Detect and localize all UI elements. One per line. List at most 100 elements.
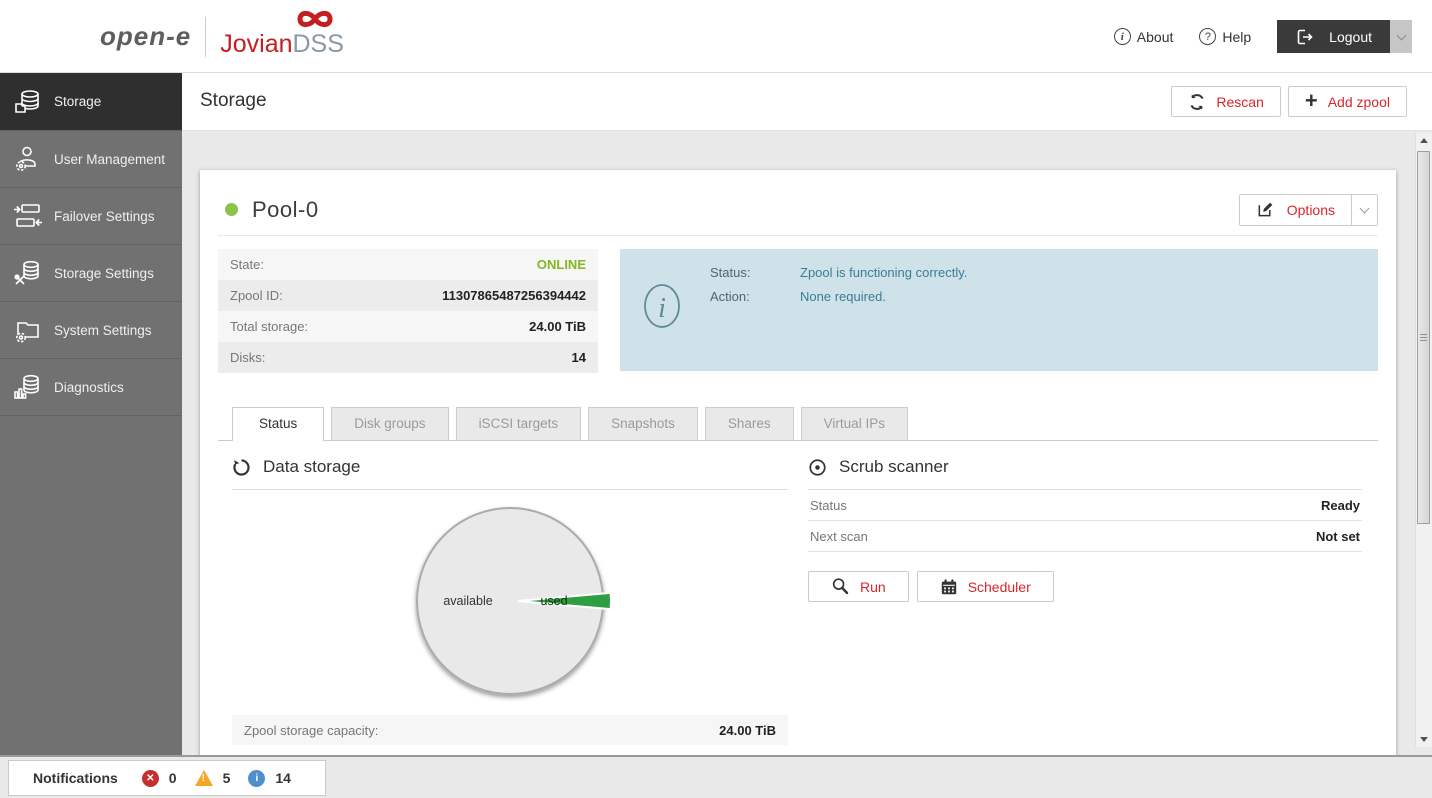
add-zpool-label: Add zpool <box>1328 94 1390 110</box>
scheduler-button[interactable]: Scheduler <box>917 571 1054 602</box>
app-header: open-e JovianDSS i About ? Help Logout <box>0 0 1432 73</box>
table-row: Total storage: 24.00 TiB <box>218 311 598 342</box>
info-badge-icon: i <box>248 770 265 787</box>
sidebar-item-storage[interactable]: Storage <box>0 73 182 131</box>
storage-icon <box>12 86 44 118</box>
options-label: Options <box>1287 202 1335 218</box>
notifications-bar: Notifications ✕ 0 ! 5 i 14 <box>0 755 1432 798</box>
help-label: Help <box>1222 29 1251 45</box>
tab-snapshots[interactable]: Snapshots <box>588 407 698 440</box>
scrollbar-thumb[interactable] <box>1417 151 1430 524</box>
logout-dropdown[interactable] <box>1390 20 1412 53</box>
tab-shares[interactable]: Shares <box>705 407 794 440</box>
arrow-up-icon <box>1420 138 1428 143</box>
warning-count: 5 <box>223 770 231 786</box>
infinity-icon <box>284 6 346 32</box>
options-dropdown[interactable] <box>1351 195 1377 225</box>
logo-divider <box>205 17 206 57</box>
sidebar-item-diagnostics[interactable]: Diagnostics <box>0 359 182 416</box>
logout-icon <box>1295 27 1315 47</box>
state-label: State: <box>230 257 264 272</box>
data-storage-heading: Data storage <box>263 457 360 477</box>
logout-label: Logout <box>1329 29 1372 45</box>
edit-icon <box>1256 200 1275 219</box>
about-button[interactable]: i About <box>1114 28 1174 45</box>
pool-tabs: Status Disk groups iSCSI targets Snapsho… <box>218 407 1378 441</box>
pool-info-table: State: ONLINE Zpool ID: 1130786548725639… <box>218 249 598 373</box>
info-circle-icon: i <box>642 283 682 329</box>
capacity-value: 24.00 TiB <box>719 723 776 738</box>
scrub-next-scan-row: Next scan Not set <box>808 521 1362 552</box>
open-e-logo: open-e <box>100 21 191 52</box>
titlebar: Storage Rescan + Add zpool <box>182 73 1432 131</box>
chevron-down-icon <box>1396 30 1406 40</box>
table-row: State: ONLINE <box>218 249 598 280</box>
info-count: 14 <box>275 770 291 786</box>
sidebar-item-label: Diagnostics <box>54 380 124 395</box>
pool-name: Pool-0 <box>252 197 319 223</box>
state-value: ONLINE <box>537 257 586 272</box>
capacity-row: Zpool storage capacity: 24.00 TiB <box>232 715 788 745</box>
next-scan-label: Next scan <box>810 529 868 544</box>
status-value: Zpool is functioning correctly. <box>800 265 967 280</box>
pool-options-button[interactable]: Options <box>1239 194 1378 226</box>
failover-settings-icon <box>12 200 44 232</box>
tab-status[interactable]: Status <box>232 407 324 441</box>
disks-value: 14 <box>572 350 586 365</box>
joviandss-logo: JovianDSS <box>220 14 344 59</box>
error-count: 0 <box>169 770 177 786</box>
sidebar-item-storage-settings[interactable]: Storage Settings <box>0 245 182 302</box>
vertical-scrollbar[interactable] <box>1415 133 1432 747</box>
run-label: Run <box>860 579 886 595</box>
sidebar: Storage User Management Failover Setting… <box>0 73 182 755</box>
tab-virtual-ips[interactable]: Virtual IPs <box>801 407 908 440</box>
notifications-label: Notifications <box>33 770 118 786</box>
tab-disk-groups[interactable]: Disk groups <box>331 407 448 440</box>
pie-label-used: used <box>540 594 567 608</box>
add-zpool-button[interactable]: + Add zpool <box>1288 86 1407 117</box>
zpool-id-label: Zpool ID: <box>230 288 283 303</box>
scrollbar-down-button[interactable] <box>1416 732 1432 747</box>
tab-iscsi-targets[interactable]: iSCSI targets <box>456 407 582 440</box>
total-storage-label: Total storage: <box>230 319 308 334</box>
notifications-panel[interactable]: Notifications ✕ 0 ! 5 i 14 <box>8 760 326 796</box>
user-management-icon <box>12 143 44 175</box>
scrollbar-up-button[interactable] <box>1416 133 1432 148</box>
total-storage-value: 24.00 TiB <box>529 319 586 334</box>
run-scrub-button[interactable]: Run <box>808 571 909 602</box>
sidebar-item-user-management[interactable]: User Management <box>0 131 182 188</box>
help-button[interactable]: ? Help <box>1199 28 1251 45</box>
chevron-down-icon <box>1360 203 1370 213</box>
rescan-button[interactable]: Rescan <box>1171 86 1280 117</box>
pool-status-dot <box>225 203 238 216</box>
logout-button[interactable]: Logout <box>1277 20 1412 53</box>
capacity-pie-chart: available used <box>232 490 788 713</box>
sidebar-item-label: Failover Settings <box>54 209 155 224</box>
scheduler-label: Scheduler <box>968 579 1031 595</box>
system-settings-icon <box>12 314 44 346</box>
arrow-down-icon <box>1420 737 1428 742</box>
page-title: Storage <box>200 90 267 112</box>
scrub-scanner-heading: Scrub scanner <box>839 457 949 477</box>
sidebar-item-label: User Management <box>54 152 165 167</box>
plus-icon: + <box>1305 90 1318 112</box>
sidebar-item-label: System Settings <box>54 323 152 338</box>
about-label: About <box>1137 29 1174 45</box>
warning-badge-icon: ! <box>195 770 213 786</box>
sidebar-item-system-settings[interactable]: System Settings <box>0 302 182 359</box>
error-badge-icon: ✕ <box>142 770 159 787</box>
disks-label: Disks: <box>230 350 265 365</box>
scrub-status-label: Status <box>810 498 847 513</box>
magnifier-icon <box>831 577 850 596</box>
diagnostics-icon <box>12 371 44 403</box>
sidebar-item-failover-settings[interactable]: Failover Settings <box>0 188 182 245</box>
svg-text:i: i <box>658 293 666 324</box>
sidebar-item-label: Storage <box>54 94 101 109</box>
help-icon: ? <box>1199 28 1216 45</box>
scrub-status-value: Ready <box>1321 498 1360 513</box>
pool-card: Pool-0 Options State: ONLINE <box>200 170 1396 755</box>
data-storage-icon <box>232 458 251 477</box>
scrub-scanner-section: Scrub scanner Status Ready Next scan Not… <box>808 441 1362 745</box>
about-icon: i <box>1114 28 1131 45</box>
rescan-icon <box>1188 93 1206 111</box>
